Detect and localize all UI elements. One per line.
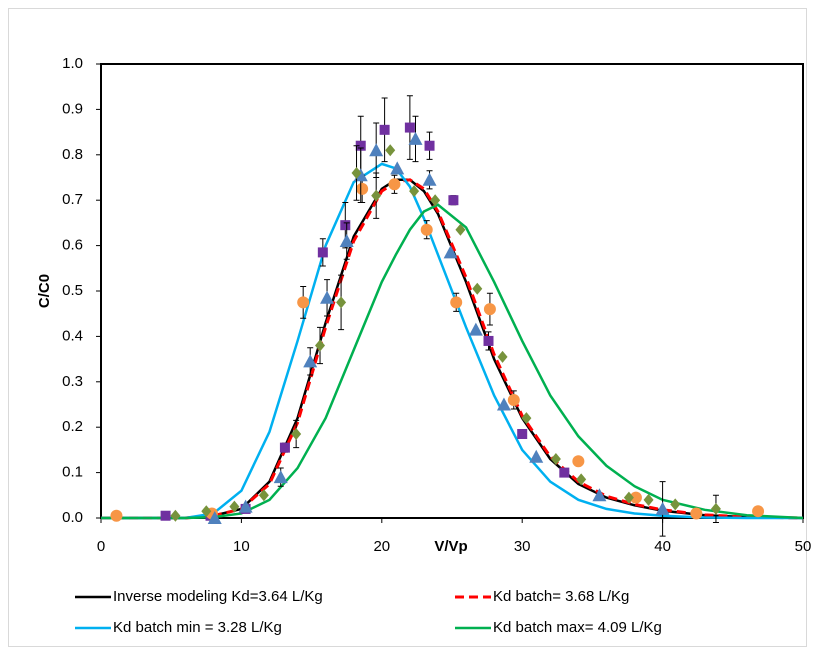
marker <box>355 140 366 151</box>
marker <box>279 442 290 453</box>
x-tick-label: 20 <box>373 538 390 555</box>
marker <box>369 143 384 157</box>
curve <box>101 203 804 520</box>
legend-label: Kd batch= 3.68 L/Kg <box>493 588 629 605</box>
y-tick-label: 0.2 <box>62 418 83 435</box>
marker <box>291 428 302 441</box>
marker <box>424 140 435 151</box>
marker <box>550 452 561 465</box>
marker <box>297 296 310 309</box>
y-axis-title: C/C0 <box>36 274 53 308</box>
legend-label: Inverse modeling Kd=3.64 L/Kg <box>113 588 323 605</box>
marker <box>404 122 415 133</box>
marker <box>340 220 351 231</box>
marker <box>472 282 483 295</box>
y-tick-label: 0.7 <box>62 191 83 208</box>
marker <box>529 449 544 463</box>
marker <box>315 339 326 352</box>
marker <box>388 178 401 191</box>
marker <box>371 189 382 202</box>
marker <box>170 509 181 522</box>
y-tick-label: 0.4 <box>62 327 83 344</box>
marker <box>450 296 463 309</box>
marker <box>379 124 390 135</box>
marker <box>336 296 347 309</box>
marker <box>320 290 335 304</box>
marker <box>207 511 222 524</box>
curve <box>101 162 803 520</box>
x-tick-label: 50 <box>795 538 812 555</box>
marker <box>390 161 405 175</box>
marker <box>670 498 681 511</box>
marker <box>483 335 494 346</box>
marker <box>655 501 670 515</box>
y-tick-label: 0.1 <box>62 464 83 481</box>
marker <box>448 195 459 206</box>
marker <box>273 470 288 484</box>
marker <box>629 491 642 504</box>
marker <box>258 489 269 502</box>
y-tick-label: 0.0 <box>62 509 83 526</box>
marker <box>521 412 532 425</box>
marker <box>592 488 607 502</box>
x-tick-label: 30 <box>514 538 531 555</box>
marker <box>409 185 420 198</box>
marker <box>572 455 585 468</box>
marker <box>517 429 528 440</box>
marker <box>690 507 703 520</box>
y-tick-label: 0.5 <box>62 282 83 299</box>
marker <box>160 510 171 521</box>
marker <box>559 467 570 478</box>
marker <box>752 505 765 518</box>
marker <box>455 223 466 236</box>
legend-label: Kd batch min = 3.28 L/Kg <box>113 619 282 636</box>
y-tick-label: 0.8 <box>62 146 83 163</box>
marker <box>443 245 458 259</box>
marker <box>497 350 508 363</box>
marker <box>643 493 654 506</box>
marker <box>420 223 433 236</box>
marker <box>238 499 253 513</box>
y-tick-label: 1.0 <box>62 55 83 72</box>
x-tick-label: 0 <box>97 538 105 555</box>
y-tick-label: 0.9 <box>62 100 83 117</box>
marker <box>303 354 318 368</box>
marker <box>408 131 423 145</box>
marker <box>422 172 437 186</box>
marker <box>201 505 212 518</box>
plot-area <box>100 63 804 519</box>
y-tick-label: 0.6 <box>62 237 83 254</box>
x-tick-label: 40 <box>654 538 671 555</box>
x-tick-label: 10 <box>233 538 250 555</box>
marker <box>468 322 483 336</box>
marker <box>229 500 240 513</box>
marker <box>430 194 441 207</box>
y-tick-label: 0.3 <box>62 373 83 390</box>
legend-label: Kd batch max= 4.09 L/Kg <box>493 619 662 636</box>
marker <box>356 182 369 195</box>
chart-frame <box>8 8 807 647</box>
marker <box>507 393 520 406</box>
marker <box>483 303 496 316</box>
marker <box>339 234 354 248</box>
marker <box>623 491 634 504</box>
x-axis-title: V/Vp <box>434 538 467 555</box>
marker <box>385 144 396 157</box>
marker <box>110 509 123 522</box>
marker <box>496 397 511 411</box>
marker <box>576 473 587 486</box>
marker <box>351 166 362 179</box>
marker <box>317 247 328 258</box>
marker <box>710 502 721 515</box>
